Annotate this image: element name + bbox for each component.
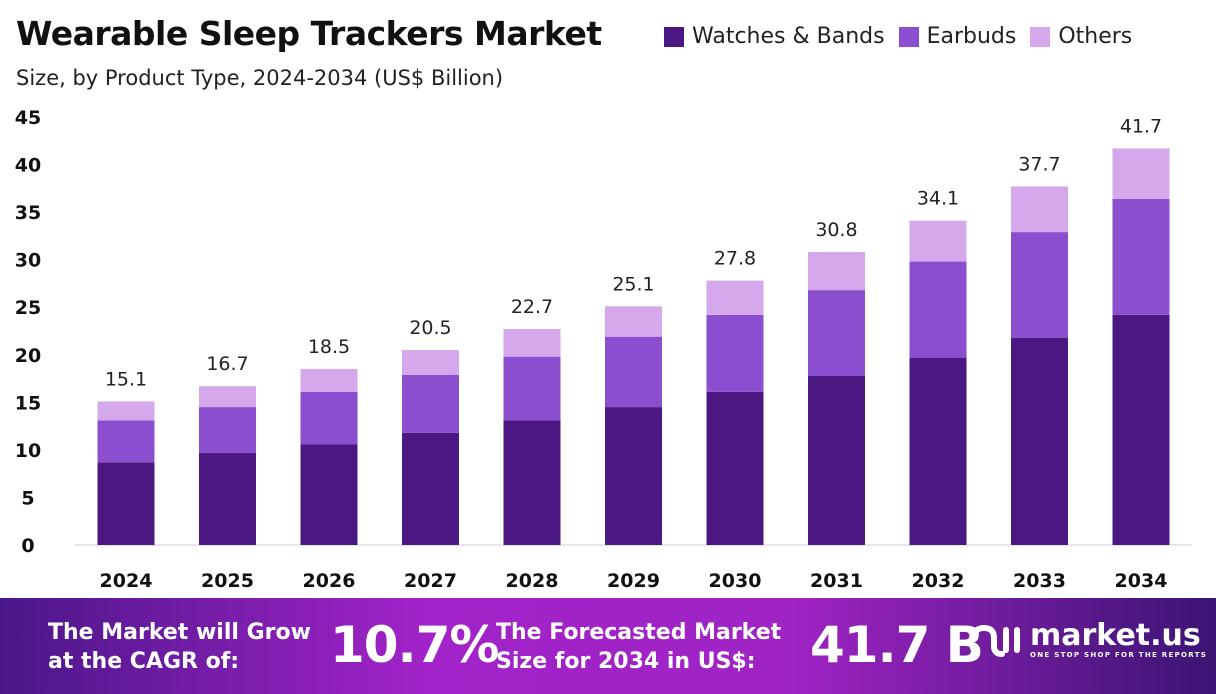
total-data-label: 41.7 — [1120, 115, 1162, 137]
total-data-label: 34.1 — [917, 188, 959, 210]
cagr-label-line: at the CAGR of: — [48, 649, 240, 674]
bar-segment-earbuds — [402, 374, 459, 433]
bar-segment-others — [402, 350, 459, 375]
bar-segment-watches-bands — [1112, 314, 1170, 545]
bar-segment-earbuds — [706, 314, 764, 392]
total-data-label: 30.8 — [815, 219, 857, 241]
legend-label: Earbuds — [926, 24, 1017, 49]
total-data-label: 37.7 — [1018, 153, 1060, 175]
x-tick-label: 2031 — [810, 570, 863, 592]
legend-label: Others — [1058, 24, 1133, 49]
bar-segment-watches-bands — [402, 432, 459, 545]
forecast-label-line: The Forecasted Market — [496, 620, 782, 645]
bar-segment-watches-bands — [605, 407, 662, 545]
chart-subtitle: Size, by Product Type, 2024-2034 (US$ Bi… — [16, 66, 504, 90]
bar-segment-others — [1112, 148, 1170, 199]
bar-segment-others — [97, 401, 155, 421]
total-data-label: 27.8 — [714, 248, 756, 270]
bar-segment-others — [1011, 186, 1068, 233]
y-tick-label: 30 — [15, 250, 41, 272]
legend: Watches & Bands Earbuds Others — [664, 24, 1132, 49]
bar-segment-watches-bands — [1011, 337, 1068, 545]
x-tick-label: 2025 — [201, 570, 254, 592]
legend-item-earbuds: Earbuds — [898, 24, 1017, 49]
bar-segment-earbuds — [199, 407, 256, 453]
x-tick-label: 2032 — [912, 570, 965, 592]
footer-banner: The Market will Grow at the CAGR of: 10.7… — [0, 598, 1216, 694]
bar-segment-others — [199, 386, 256, 408]
total-data-label: 20.5 — [409, 317, 451, 339]
y-tick-label: 45 — [15, 107, 41, 129]
bar-segment-earbuds — [1112, 198, 1170, 315]
forecast-label-line: Size for 2034 in US$: — [496, 649, 756, 674]
brand-tagline: ONE STOP SHOP FOR THE REPORTS — [1030, 651, 1208, 659]
forecast-label: The Forecasted Market Size for 2034 in US… — [496, 618, 781, 676]
bar-segment-others — [605, 306, 662, 337]
x-tick-label: 2024 — [100, 570, 153, 592]
x-tick-label: 2030 — [709, 570, 762, 592]
bar-segment-others — [808, 252, 865, 291]
cagr-value: 10.7% — [330, 616, 499, 674]
bar-segment-watches-bands — [706, 391, 764, 545]
total-data-label: 16.7 — [206, 353, 248, 375]
bar-segment-others — [706, 280, 764, 315]
logo-icon — [970, 624, 1020, 657]
chart-title: Wearable Sleep Trackers Market — [16, 14, 602, 53]
x-tick-label: 2033 — [1013, 570, 1066, 592]
bar-segment-watches-bands — [503, 420, 561, 545]
bar-segment-watches-bands — [199, 452, 256, 545]
bar-segment-earbuds — [1011, 232, 1068, 338]
x-tick-label: 2028 — [506, 570, 559, 592]
legend-label: Watches & Bands — [692, 24, 885, 49]
bar-segment-watches-bands — [909, 357, 967, 545]
legend-swatch — [1030, 26, 1051, 47]
bar-segment-others — [300, 369, 358, 392]
bar-segment-earbuds — [808, 290, 865, 376]
y-tick-label: 5 — [21, 487, 34, 509]
y-tick-label: 20 — [15, 345, 41, 367]
bar-segment-earbuds — [503, 356, 561, 421]
y-tick-label: 40 — [15, 155, 41, 177]
bar-segment-earbuds — [909, 261, 967, 358]
legend-swatch — [898, 26, 919, 47]
total-data-label: 15.1 — [105, 368, 147, 390]
bar-chart: 05101520253035404515.1202416.7202518.520… — [15, 107, 1192, 592]
bar-segment-others — [503, 329, 561, 357]
bar-segment-watches-bands — [97, 462, 155, 545]
x-tick-label: 2027 — [404, 570, 457, 592]
brand-name: market.us — [1030, 618, 1201, 653]
x-tick-label: 2026 — [303, 570, 356, 592]
bar-segment-earbuds — [605, 336, 662, 408]
brand-logo: market.us ONE STOP SHOP FOR THE REPORTS — [968, 620, 1207, 660]
cagr-label: The Market will Grow at the CAGR of: — [48, 618, 311, 676]
forecast-value: 41.7 B — [810, 616, 984, 674]
y-tick-label: 35 — [15, 202, 41, 224]
bar-segment-watches-bands — [808, 375, 865, 545]
bar-segment-earbuds — [97, 420, 155, 463]
y-tick-label: 15 — [15, 392, 41, 414]
legend-item-others: Others — [1030, 24, 1132, 49]
total-data-label: 25.1 — [612, 273, 654, 295]
bar-segment-earbuds — [300, 391, 358, 445]
total-data-label: 22.7 — [511, 296, 553, 318]
y-tick-label: 25 — [15, 297, 41, 319]
legend-swatch — [664, 26, 684, 47]
bar-segment-watches-bands — [300, 444, 358, 545]
y-tick-label: 0 — [21, 535, 34, 557]
cagr-label-line: The Market will Grow — [48, 620, 311, 645]
x-tick-label: 2034 — [1115, 570, 1168, 592]
bar-segment-others — [909, 220, 967, 262]
legend-item-watches: Watches & Bands — [664, 24, 885, 49]
y-tick-label: 10 — [15, 440, 41, 462]
total-data-label: 18.5 — [308, 336, 350, 358]
x-tick-label: 2029 — [607, 570, 660, 592]
